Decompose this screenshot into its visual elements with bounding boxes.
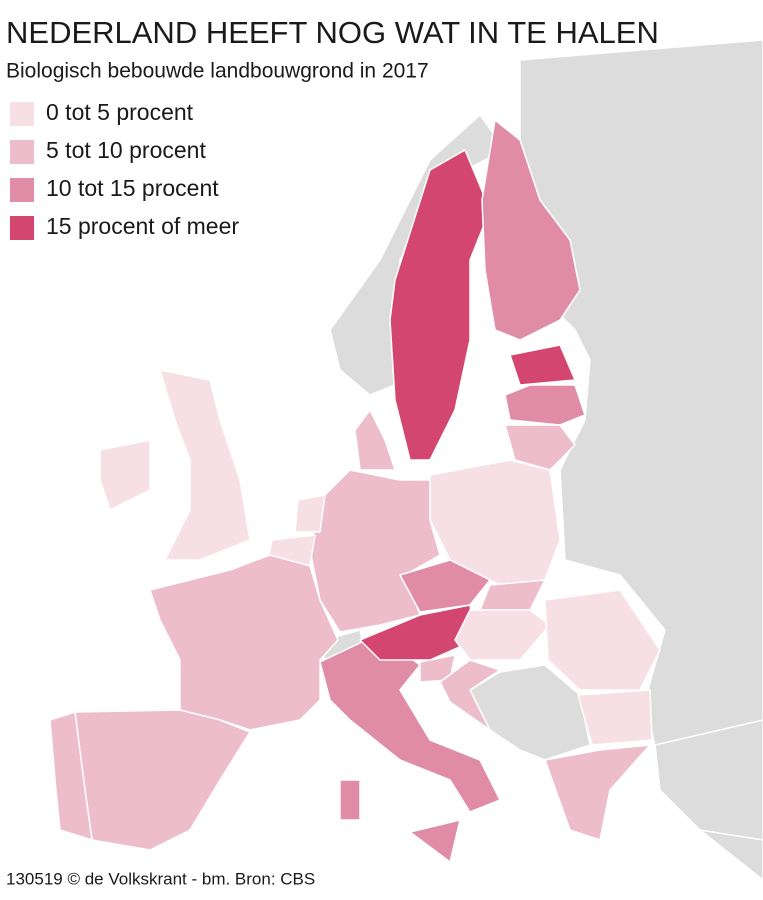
title: NEDERLAND HEEFT NOG WAT IN TE HALEN: [6, 15, 659, 50]
country: [544, 744, 651, 841]
legend-label: 10 tot 15 procent: [46, 175, 219, 201]
legend-label: 5 tot 10 procent: [46, 137, 206, 163]
country: [439, 659, 501, 731]
country: [74, 709, 251, 851]
legend: 0 tot 5 procent 5 tot 10 procent 10 tot 15…: [10, 99, 239, 240]
country: [49, 711, 93, 841]
legend-label: 0 tot 5 procent: [46, 99, 194, 125]
turkey: [654, 719, 763, 841]
country: [399, 559, 491, 613]
country: [294, 494, 326, 533]
country: [99, 439, 151, 511]
country: [149, 554, 339, 731]
country: [389, 149, 491, 461]
country: [544, 589, 661, 691]
balkans: [469, 664, 591, 761]
country: [454, 609, 551, 661]
subtitle: Biologisch bebouwde landbouwgrond in 201…: [6, 60, 429, 83]
legend-swatch: [10, 216, 34, 240]
country: [479, 579, 546, 611]
map: [49, 39, 763, 881]
country: [577, 689, 653, 746]
country: [159, 369, 251, 561]
country: [504, 424, 576, 471]
country: [409, 819, 461, 863]
country: [509, 344, 576, 386]
legend-swatch: [10, 102, 34, 126]
legend-label: 15 procent of meer: [46, 213, 239, 239]
legend-swatch: [10, 140, 34, 164]
footer-credit: 130519 © de Volkskrant - bm. Bron: CBS: [6, 869, 315, 888]
country: [354, 409, 396, 471]
country: [504, 384, 586, 426]
legend-swatch: [10, 178, 34, 202]
country: [481, 119, 581, 341]
country: [339, 779, 361, 821]
